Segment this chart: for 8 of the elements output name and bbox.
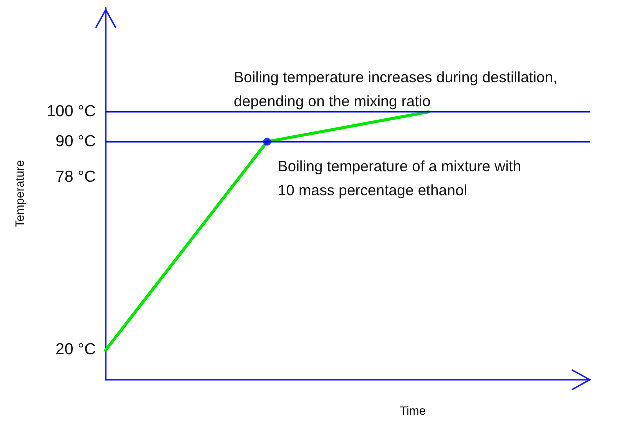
y-tick-label: 20 °C xyxy=(56,342,96,359)
y-tick-label: 78 °C xyxy=(56,169,96,186)
y-tick-label: 90 °C xyxy=(56,133,96,150)
annotation: Boiling temperature of a mixture with 10 mass percentage ethanol xyxy=(278,158,522,200)
y-tick-label: 100 °C xyxy=(46,104,96,121)
x-axis-title: Time xyxy=(400,404,426,418)
y-axis-title: Temperature xyxy=(13,160,27,228)
annotation: Boiling temperature increases during destillation, depending on the mixing ratio xyxy=(234,70,558,110)
